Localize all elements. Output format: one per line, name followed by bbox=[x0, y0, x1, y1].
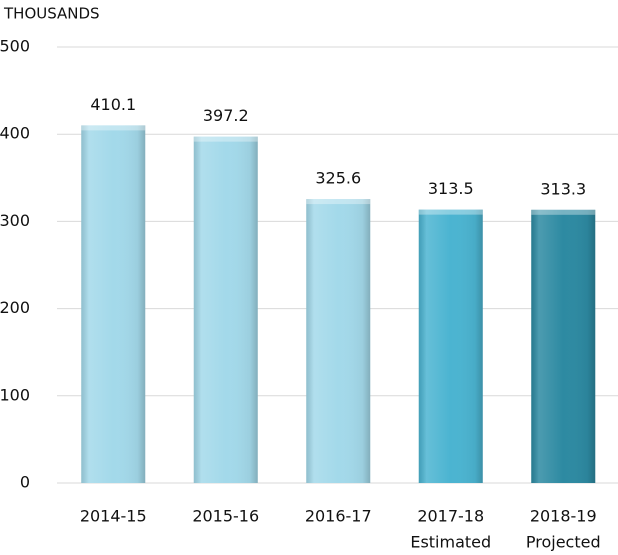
value-label: 313.5 bbox=[428, 179, 474, 198]
y-tick-label: 500 bbox=[0, 37, 30, 56]
bar-shade bbox=[193, 136, 258, 483]
y-tick-label: 100 bbox=[0, 385, 30, 404]
bar-cap bbox=[193, 136, 258, 142]
value-label: 313.3 bbox=[540, 179, 586, 198]
y-axis-label: THOUSANDS bbox=[3, 5, 100, 23]
y-tick-label: 0 bbox=[20, 473, 30, 492]
bar-cap bbox=[418, 209, 483, 215]
bar-shade bbox=[81, 125, 146, 484]
value-label: 325.6 bbox=[315, 169, 361, 188]
y-tick-label: 200 bbox=[0, 298, 30, 317]
y-tick-label: 300 bbox=[0, 211, 30, 230]
x-tick-sublabel: Projected bbox=[526, 533, 601, 552]
bar-shade bbox=[306, 199, 371, 484]
bar-shade bbox=[418, 209, 483, 484]
bar-shade bbox=[531, 209, 596, 483]
x-tick-label: 2014-15 bbox=[80, 507, 147, 526]
value-label: 410.1 bbox=[90, 95, 136, 114]
value-label: 397.2 bbox=[203, 106, 249, 125]
bar-cap bbox=[306, 199, 371, 205]
bar-cap bbox=[81, 125, 146, 131]
x-tick-sublabel: Estimated bbox=[410, 533, 491, 552]
y-tick-label: 400 bbox=[0, 124, 30, 143]
bar-cap bbox=[531, 209, 596, 215]
x-tick-label: 2017-18 bbox=[417, 507, 484, 526]
x-tick-label: 2016-17 bbox=[305, 507, 372, 526]
x-tick-label: 2018-19 bbox=[530, 507, 597, 526]
x-tick-label: 2015-16 bbox=[192, 507, 259, 526]
